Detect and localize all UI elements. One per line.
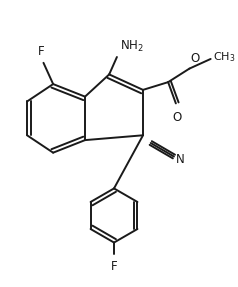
Text: CH$_3$: CH$_3$	[213, 50, 235, 64]
Text: O: O	[190, 52, 200, 65]
Text: NH$_2$: NH$_2$	[120, 39, 144, 54]
Text: N: N	[176, 153, 185, 166]
Text: F: F	[38, 45, 45, 58]
Text: O: O	[172, 111, 181, 124]
Text: F: F	[111, 260, 117, 273]
